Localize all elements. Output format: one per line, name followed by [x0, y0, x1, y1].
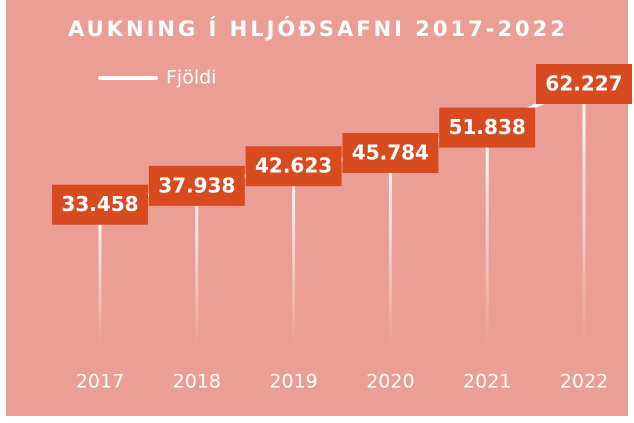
data-label-box	[439, 107, 536, 148]
x-tick-label: 2017	[76, 371, 124, 393]
drop-line	[388, 152, 392, 345]
data-label: 62.227	[545, 71, 622, 95]
data-label-box	[52, 184, 148, 225]
x-tick-label: 2019	[269, 371, 317, 393]
data-label-box	[245, 146, 342, 187]
drop-line	[98, 204, 102, 345]
drop-line	[582, 83, 586, 345]
data-label: 37.938	[158, 173, 235, 197]
data-label: 51.838	[449, 115, 526, 139]
x-tick-label: 2020	[366, 371, 414, 393]
x-tick-label: 2022	[560, 371, 608, 393]
data-label-box	[536, 63, 632, 104]
data-label-box	[148, 165, 245, 206]
data-label: 42.623	[255, 154, 332, 178]
legend-label: Fjöldi	[166, 67, 216, 89]
drop-line	[195, 185, 199, 345]
drop-line	[292, 166, 296, 345]
data-label-box	[342, 132, 439, 173]
data-label: 33.458	[61, 192, 138, 216]
x-tick-label: 2021	[463, 371, 511, 393]
drop-line	[485, 127, 489, 345]
x-tick-label: 2018	[173, 371, 221, 393]
data-label: 45.784	[352, 140, 429, 164]
chart-title: AUKNING Í HLJÓÐSAFNI 2017-2022	[68, 16, 568, 41]
